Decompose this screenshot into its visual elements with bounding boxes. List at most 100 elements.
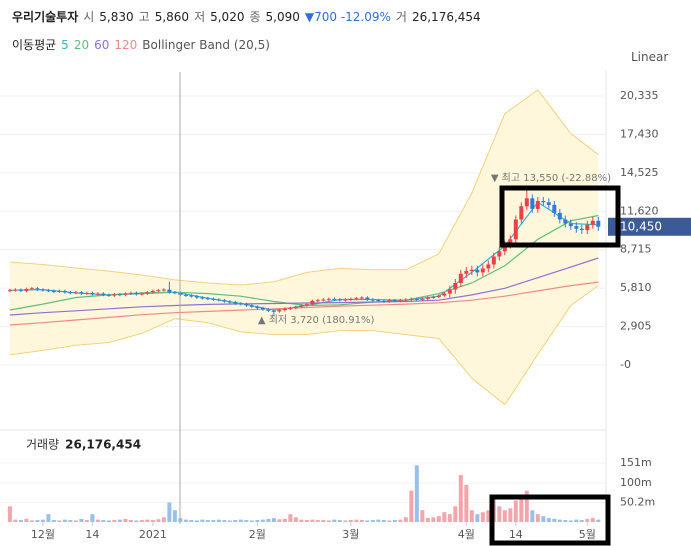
legend-title: 이동평균 (12, 38, 57, 52)
volume-bar (40, 519, 45, 522)
volume-bar (260, 519, 265, 522)
candle-body (365, 297, 370, 300)
candle-body (7, 290, 12, 292)
volume-bar (172, 510, 177, 522)
candle-body (282, 308, 287, 311)
candle-body (139, 293, 144, 295)
volume-bar (51, 520, 56, 522)
candle-body (227, 301, 232, 303)
scale-mode[interactable]: Linear (631, 50, 668, 64)
candle-body (486, 264, 491, 269)
candle-body (497, 251, 502, 257)
volume-bar (398, 519, 403, 522)
volume-bar (530, 510, 535, 522)
y-tick-label: 17,430 (620, 127, 659, 140)
current-price-tag (608, 217, 691, 236)
volume-bar (112, 520, 117, 522)
candle-body (288, 308, 293, 310)
candle-body (205, 298, 210, 300)
volume-bar (288, 514, 293, 522)
legend-entry: 60 (94, 38, 110, 52)
candle-body (420, 298, 425, 300)
y-tick-label: 8,715 (620, 243, 652, 256)
candle-body (348, 298, 353, 300)
candle-body (585, 224, 590, 231)
candle-body (579, 228, 584, 231)
volume-bar (376, 519, 381, 522)
candle-body (106, 294, 111, 296)
volume-bar (216, 519, 221, 522)
volume-bar (541, 516, 546, 522)
volume-bar (29, 520, 34, 522)
volume-bar (420, 510, 425, 522)
candle-body (84, 292, 89, 294)
x-tick-label: 5월 (579, 528, 596, 541)
indicator-legend[interactable]: 이동평균 5 20 60 120 Bollinger Band (20,5) (12, 36, 270, 53)
volume-bar (321, 520, 326, 522)
candle-body (464, 271, 469, 274)
volume-bar (513, 500, 518, 522)
candle-body (376, 300, 381, 302)
volume-title: 거래량 (26, 438, 59, 452)
volume-bar (117, 519, 122, 522)
volume-bar (277, 519, 282, 522)
candle-body (359, 297, 364, 299)
candle-body (189, 295, 194, 297)
candle-body (414, 298, 419, 300)
candle-body (447, 289, 452, 294)
volume-bar (447, 514, 452, 522)
volume-bar (590, 518, 595, 522)
candle-body (508, 239, 513, 245)
volume-bar (596, 519, 601, 522)
candle-body (541, 200, 546, 203)
candle-body (13, 289, 18, 291)
volume-bar (442, 512, 447, 522)
candle-body (172, 292, 177, 294)
volume-bar (414, 465, 419, 522)
quote-bar: 우리기술투자 시 5,830 고 5,860 저 5,020 종 5,090 ▼700 -12.… (12, 8, 481, 25)
candle-body (40, 289, 45, 291)
volume-bar (156, 519, 161, 522)
volume-bar (392, 520, 397, 522)
candle-body (315, 300, 320, 302)
candle-body (293, 306, 298, 309)
volume-bar (585, 518, 590, 522)
bollinger-upper (9, 89, 599, 286)
candle-body (145, 292, 150, 294)
candle-body (24, 288, 29, 291)
current-price-label: 10,450 (620, 219, 662, 233)
legend-entry: 5 (61, 38, 69, 52)
candle-body (233, 302, 238, 304)
quote-value: 26,176,454 (411, 10, 481, 24)
volume-bar (282, 518, 287, 522)
volume-bar (365, 520, 370, 522)
candle-body (513, 219, 518, 240)
x-tick-label: 14 (509, 528, 523, 541)
volume-bar (409, 490, 414, 522)
candle-body (29, 288, 34, 290)
x-tick-label: 4월 (458, 528, 475, 541)
volume-bar (579, 520, 584, 522)
candle-body (524, 198, 529, 207)
volume-bar (106, 520, 111, 522)
candle-body (425, 297, 430, 299)
volume-bar (431, 517, 436, 522)
candle-body (563, 219, 568, 224)
volume-bar (266, 518, 271, 522)
scale-mode-label[interactable]: Linear (631, 50, 669, 64)
volume-tick-label: 50.2m (620, 495, 655, 508)
candle-body (266, 309, 271, 311)
candle-body (469, 269, 474, 272)
volume-bar (497, 506, 502, 522)
x-tick-label: 2월 (249, 528, 266, 541)
candle-body (249, 305, 254, 307)
y-tick-label: -0 (620, 358, 631, 371)
volume-bar (18, 520, 23, 522)
volume-bar (453, 506, 458, 522)
candle-body (101, 293, 106, 295)
volume-bar (524, 490, 529, 522)
x-tick-label: 3월 (342, 528, 359, 541)
candle-body (436, 295, 441, 297)
volume-bar (403, 517, 408, 522)
